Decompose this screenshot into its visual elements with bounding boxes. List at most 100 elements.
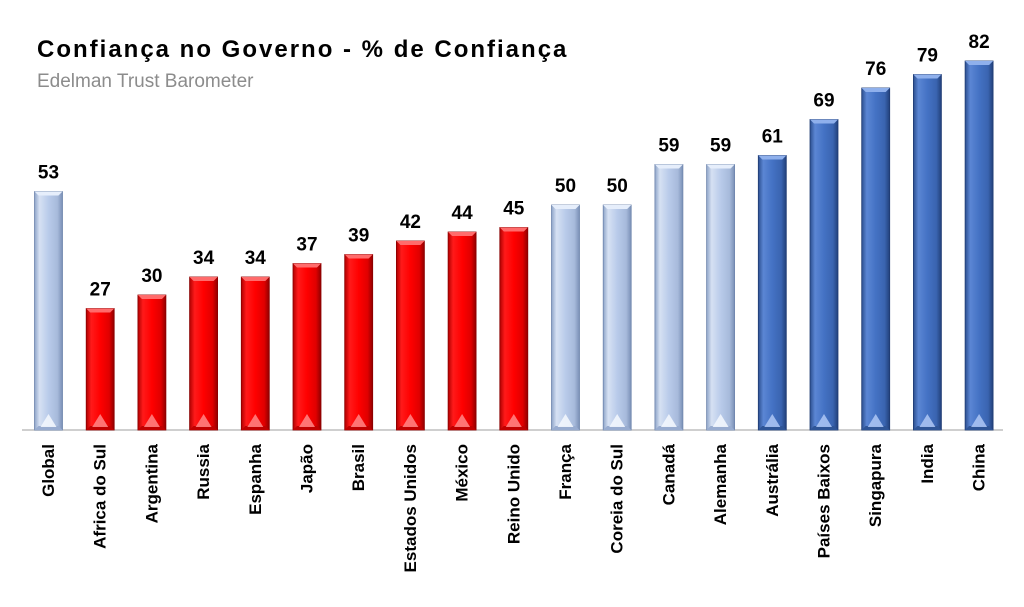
bar-top-bevel — [965, 61, 994, 65]
category-label: Africa do Sul — [91, 444, 110, 549]
bar-group: 76 Singapura — [861, 59, 891, 527]
bar-top-bevel — [654, 164, 683, 169]
category-label: Argentina — [142, 443, 161, 523]
bar-top-bevel — [913, 74, 942, 79]
bar-top-bevel — [758, 155, 787, 160]
bar — [189, 276, 219, 431]
category-label: Alemanha — [711, 443, 730, 525]
bar-group: 50 França — [551, 176, 580, 500]
bar-top-bevel — [603, 205, 632, 209]
category-label: Brasil — [349, 444, 368, 491]
bar-base-highlight — [195, 414, 212, 427]
category-label: México — [453, 444, 472, 502]
bar-top-bevel — [810, 119, 838, 124]
bar-top-bevel — [499, 227, 528, 232]
bar — [447, 231, 477, 431]
data-label: 27 — [90, 280, 111, 301]
bar-group: 39 Brasil — [344, 226, 374, 491]
data-label: 69 — [813, 91, 834, 112]
bar — [809, 119, 839, 431]
data-label: 82 — [969, 32, 990, 53]
bar — [85, 308, 115, 431]
bar — [240, 276, 270, 431]
bar-base-highlight — [505, 414, 522, 427]
bar — [551, 204, 580, 431]
bar — [137, 294, 167, 431]
data-label: 59 — [710, 136, 731, 157]
bar-base-highlight — [454, 414, 471, 427]
bar — [344, 254, 374, 431]
bar-group: 69 Países Baixos — [809, 91, 839, 558]
bar-top-bevel — [396, 241, 425, 245]
bar-base-highlight — [660, 414, 677, 427]
bar — [499, 227, 529, 431]
bar-base-highlight — [971, 414, 988, 427]
data-label: 39 — [348, 226, 369, 247]
bar — [34, 191, 63, 431]
bar-base-highlight — [609, 414, 626, 427]
bar-base-highlight — [919, 414, 936, 427]
data-label: 79 — [917, 46, 938, 67]
bar — [395, 240, 425, 431]
category-label: Singapura — [866, 443, 885, 527]
category-label: Países Baixos — [815, 444, 834, 558]
data-label: 45 — [503, 199, 525, 220]
bar-base-highlight — [867, 414, 884, 427]
category-label: França — [556, 443, 575, 499]
data-label: 53 — [38, 163, 59, 184]
bar-base-highlight — [712, 414, 729, 427]
data-label: 61 — [762, 127, 784, 148]
data-label: 44 — [452, 203, 474, 224]
category-label: Espanha — [246, 443, 265, 514]
bar-group: 27 Africa do Sul — [85, 280, 115, 549]
bar-top-bevel — [861, 88, 890, 92]
bar-group: 79 India — [913, 46, 942, 484]
bar-top-bevel — [448, 232, 477, 236]
bar-group: 37 Japão — [292, 235, 322, 493]
data-label: 30 — [141, 266, 162, 287]
bar-base-highlight — [143, 414, 160, 427]
bar-base-highlight — [402, 414, 419, 427]
bar-group: 30 Argentina — [137, 266, 167, 523]
chart-subtitle: Edelman Trust Barometer — [37, 71, 254, 92]
bar-top-bevel — [706, 164, 735, 169]
bar — [913, 74, 942, 431]
bar — [706, 164, 735, 431]
chart-title: Confiança no Governo - % de Confiança — [37, 36, 569, 63]
bar-top-bevel — [293, 263, 321, 268]
data-label: 37 — [296, 235, 317, 256]
data-label: 50 — [607, 176, 628, 197]
bar — [964, 60, 994, 431]
bar — [292, 263, 322, 431]
bar — [654, 164, 684, 431]
bar — [602, 204, 632, 431]
bar — [861, 87, 891, 431]
bar-group: 53 Global — [34, 163, 63, 497]
category-label: India — [918, 443, 937, 483]
bar-base-highlight — [764, 414, 781, 427]
bar-top-bevel — [137, 295, 166, 299]
category-label: Global — [39, 444, 58, 497]
bar-top-bevel — [86, 308, 115, 313]
data-label: 59 — [658, 136, 679, 157]
bar-base-highlight — [299, 414, 315, 427]
bar-group: 59 Canadá — [654, 136, 684, 505]
bar-group: 50 Coreia do Sul — [602, 176, 632, 554]
bar-group: 82 China — [964, 32, 994, 491]
bar-group: 34 Russia — [189, 248, 219, 500]
bar-group: 45 Reino Unido — [499, 199, 529, 544]
category-label: Reino Unido — [504, 444, 523, 544]
bar-base-highlight — [40, 414, 57, 427]
category-label: Canadá — [659, 443, 678, 505]
data-label: 34 — [245, 248, 267, 269]
category-label: Estados Unidos — [401, 444, 420, 572]
bar-base-highlight — [350, 414, 367, 427]
bar-group: 61 Austrália — [757, 127, 787, 517]
data-label: 76 — [865, 59, 886, 80]
bar-top-bevel — [551, 205, 580, 209]
data-label: 50 — [555, 176, 576, 197]
category-label: Coreia do Sul — [608, 444, 627, 554]
data-label: 42 — [400, 212, 421, 233]
bar-group: 59 Alemanha — [706, 136, 735, 525]
